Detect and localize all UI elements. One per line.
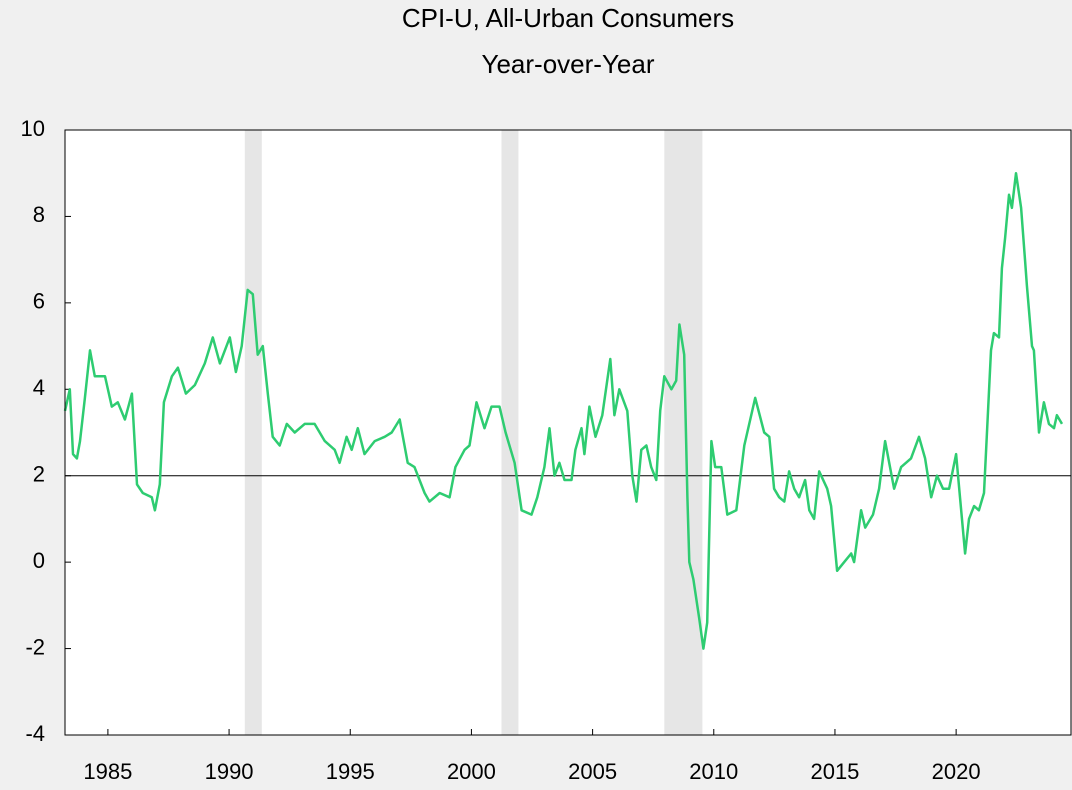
y-tick-label: 4 [33, 375, 45, 400]
chart-title: CPI-U, All-Urban Consumers [402, 3, 734, 33]
x-tick-label: 1985 [83, 759, 132, 784]
x-tick-label: 1990 [205, 759, 254, 784]
y-tick-label: 0 [33, 548, 45, 573]
x-tick-label: 2005 [568, 759, 617, 784]
plot-area [65, 130, 1071, 735]
y-tick-label: -2 [25, 634, 45, 659]
x-tick-label: 1995 [326, 759, 375, 784]
x-tick-label: 2015 [810, 759, 859, 784]
axis-layer: -4 -2 0 2 4 6 8 10 1985 1990 1995 2000 2005 2010 2015 2… [21, 116, 1071, 784]
y-tick-label: 6 [33, 289, 45, 314]
x-tick-label: 2000 [447, 759, 496, 784]
x-tick-label: 2010 [689, 759, 738, 784]
line-layer [63, 171, 1064, 650]
chart-subtitle: Year-over-Year [482, 49, 655, 79]
x-tick-label: 2020 [932, 759, 981, 784]
y-tick-label: 8 [33, 202, 45, 227]
recession-band [244, 130, 262, 735]
y-tick-label: -4 [25, 721, 45, 746]
shading-layer [244, 130, 703, 735]
recession-band [501, 130, 519, 735]
recession-band [664, 130, 703, 735]
y-tick-label: 2 [33, 462, 45, 487]
cpi-line [63, 171, 1064, 650]
y-tick-label: 10 [21, 116, 45, 141]
plot-border [64, 129, 1072, 736]
